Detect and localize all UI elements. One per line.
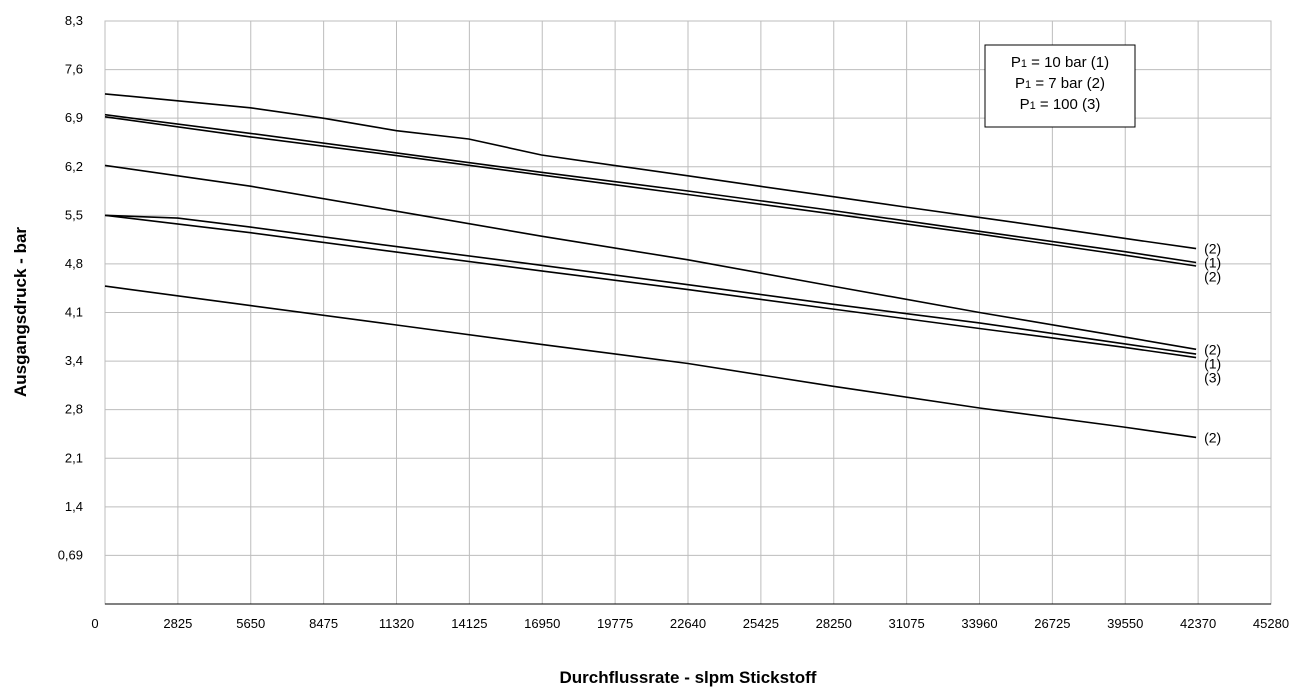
x-axis-ticks: 0 2825 5650 8475 11320 14125 16950 19775 22640 25… <box>91 616 1289 631</box>
x-axis-title: Durchflussrate - slpm Stickstoff <box>560 668 817 687</box>
x-tick-label: 39550 <box>1107 616 1143 631</box>
y-tick-label: 3,4 <box>65 353 83 368</box>
legend-entry: P1 = 10 bar (1) <box>1011 54 1109 71</box>
x-tick-label: 2825 <box>163 616 192 631</box>
series-line <box>104 116 1197 267</box>
y-tick-label: 6,9 <box>65 110 83 125</box>
series-end-label: (2) <box>1204 341 1221 357</box>
series-end-label: (3) <box>1204 369 1221 385</box>
x-tick-label: 22640 <box>670 616 706 631</box>
y-axis-ticks: 0,69 1,4 2,1 2,8 3,4 4,1 4,8 5,5 6,2 6,9 7,6 8,3 <box>58 13 83 562</box>
x-tick-label: 19775 <box>597 616 633 631</box>
x-tick-label: 14125 <box>451 616 487 631</box>
legend-entry: P1 = 7 bar (2) <box>1015 75 1105 92</box>
y-tick-label: 2,8 <box>65 402 83 417</box>
x-tick-label: 45280 <box>1253 616 1289 631</box>
series-line <box>104 214 1197 359</box>
y-tick-label: 8,3 <box>65 13 83 28</box>
x-tick-label: 25425 <box>743 616 779 631</box>
y-tick-label: 4,1 <box>65 305 83 320</box>
y-tick-label: 6,2 <box>65 159 83 174</box>
series-end-label: (1) <box>1204 255 1221 271</box>
y-tick-label: 4,8 <box>65 256 83 271</box>
series-line <box>104 214 1197 355</box>
series-line <box>104 285 1197 439</box>
x-tick-label: 26725 <box>1034 616 1070 631</box>
x-tick-label: 0 <box>91 616 98 631</box>
series-end-label: (2) <box>1204 429 1221 445</box>
legend: P1 = 10 bar (1) P1 = 7 bar (2) P1 = 100 (3… <box>984 44 1136 128</box>
y-tick-label: 0,69 <box>58 547 83 562</box>
legend-box <box>984 44 1136 128</box>
series-end-labels: (2)(1)(2)(2)(1)(3)(2) <box>1204 241 1221 446</box>
series-line <box>104 93 1197 250</box>
y-tick-label: 7,6 <box>65 62 83 77</box>
y-axis-title: Ausgangsdruck - bar <box>11 227 30 397</box>
x-tick-label: 33960 <box>961 616 997 631</box>
y-tick-label: 2,1 <box>65 450 83 465</box>
x-tick-label: 28250 <box>816 616 852 631</box>
series-lines <box>104 93 1197 439</box>
x-tick-label: 11320 <box>379 616 414 631</box>
series-end-label: (1) <box>1204 355 1221 371</box>
x-tick-label: 31075 <box>889 616 925 631</box>
y-tick-label: 1,4 <box>65 499 83 514</box>
series-end-label: (2) <box>1204 241 1221 257</box>
series-line <box>104 113 1197 264</box>
y-tick-label: 5,5 <box>65 207 83 222</box>
legend-entry: P1 = 100 (3) <box>1020 96 1101 113</box>
x-tick-label: 42370 <box>1180 616 1216 631</box>
series-line <box>104 164 1197 351</box>
x-tick-label: 5650 <box>236 616 265 631</box>
series-end-label: (2) <box>1204 269 1221 285</box>
x-tick-label: 16950 <box>524 616 560 631</box>
x-tick-label: 8475 <box>309 616 338 631</box>
